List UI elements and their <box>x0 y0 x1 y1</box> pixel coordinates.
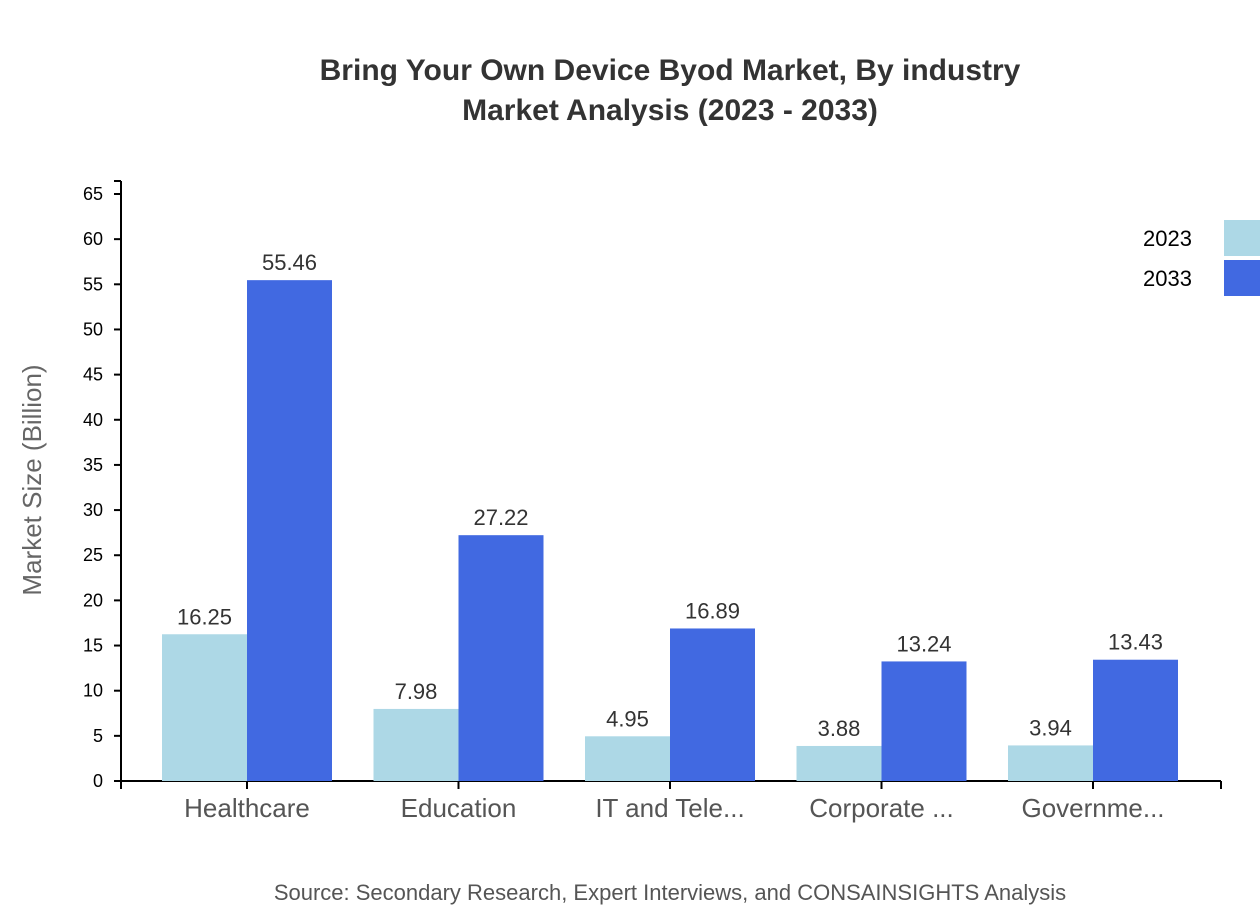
legend-label: 2033 <box>1143 266 1192 291</box>
bar-2033 <box>670 628 755 781</box>
y-tick-label: 50 <box>83 319 103 339</box>
bar-2023 <box>162 634 247 781</box>
y-tick-label: 65 <box>83 184 103 204</box>
legend-swatch-2023 <box>1224 220 1260 256</box>
y-tick-label: 40 <box>83 410 103 430</box>
bar-2033 <box>247 280 332 781</box>
x-tick-label: Governme... <box>1021 793 1164 823</box>
chart-subtitle: Market Analysis (2023 - 2033) <box>462 94 878 127</box>
data-label: 7.98 <box>395 679 438 704</box>
data-label: 13.43 <box>1108 630 1163 655</box>
y-tick-label: 45 <box>83 365 103 385</box>
x-tick-label: Corporate ... <box>809 793 954 823</box>
y-axis-label: Market Size (Billion) <box>17 364 47 595</box>
y-tick-label: 25 <box>83 545 103 565</box>
y-tick-label: 35 <box>83 455 103 475</box>
bar-2023 <box>1008 745 1093 781</box>
y-tick-label: 20 <box>83 590 103 610</box>
y-tick-label: 0 <box>93 771 103 791</box>
bar-2033 <box>1093 659 1178 781</box>
y-tick-label: 30 <box>83 500 103 520</box>
y-tick-label: 60 <box>83 229 103 249</box>
bar-2023 <box>585 736 670 781</box>
data-label: 16.89 <box>685 598 740 623</box>
x-tick-label: IT and Tele... <box>595 793 744 823</box>
bar-2023 <box>373 708 459 781</box>
legend-swatch-2033 <box>1224 260 1260 296</box>
legend-label: 2023 <box>1143 226 1192 251</box>
data-label: 55.46 <box>262 250 317 275</box>
bar-2033 <box>881 661 967 781</box>
data-label: 27.22 <box>473 505 528 530</box>
data-label: 16.25 <box>177 604 232 629</box>
y-tick-label: 5 <box>93 726 103 746</box>
bar-2033 <box>458 535 544 781</box>
data-label: 3.88 <box>818 716 861 741</box>
source-note: Source: Secondary Research, Expert Inter… <box>274 880 1066 905</box>
x-tick-label: Healthcare <box>184 793 310 823</box>
bar-2023 <box>796 745 882 781</box>
x-tick-label: Education <box>401 793 517 823</box>
data-label: 4.95 <box>606 706 649 731</box>
data-label: 13.24 <box>896 631 951 656</box>
data-label: 3.94 <box>1029 715 1072 740</box>
y-tick-label: 10 <box>83 681 103 701</box>
y-tick-label: 15 <box>83 636 103 656</box>
y-tick-label: 55 <box>83 274 103 294</box>
chart-title: Bring Your Own Device Byod Market, By in… <box>320 54 1021 87</box>
